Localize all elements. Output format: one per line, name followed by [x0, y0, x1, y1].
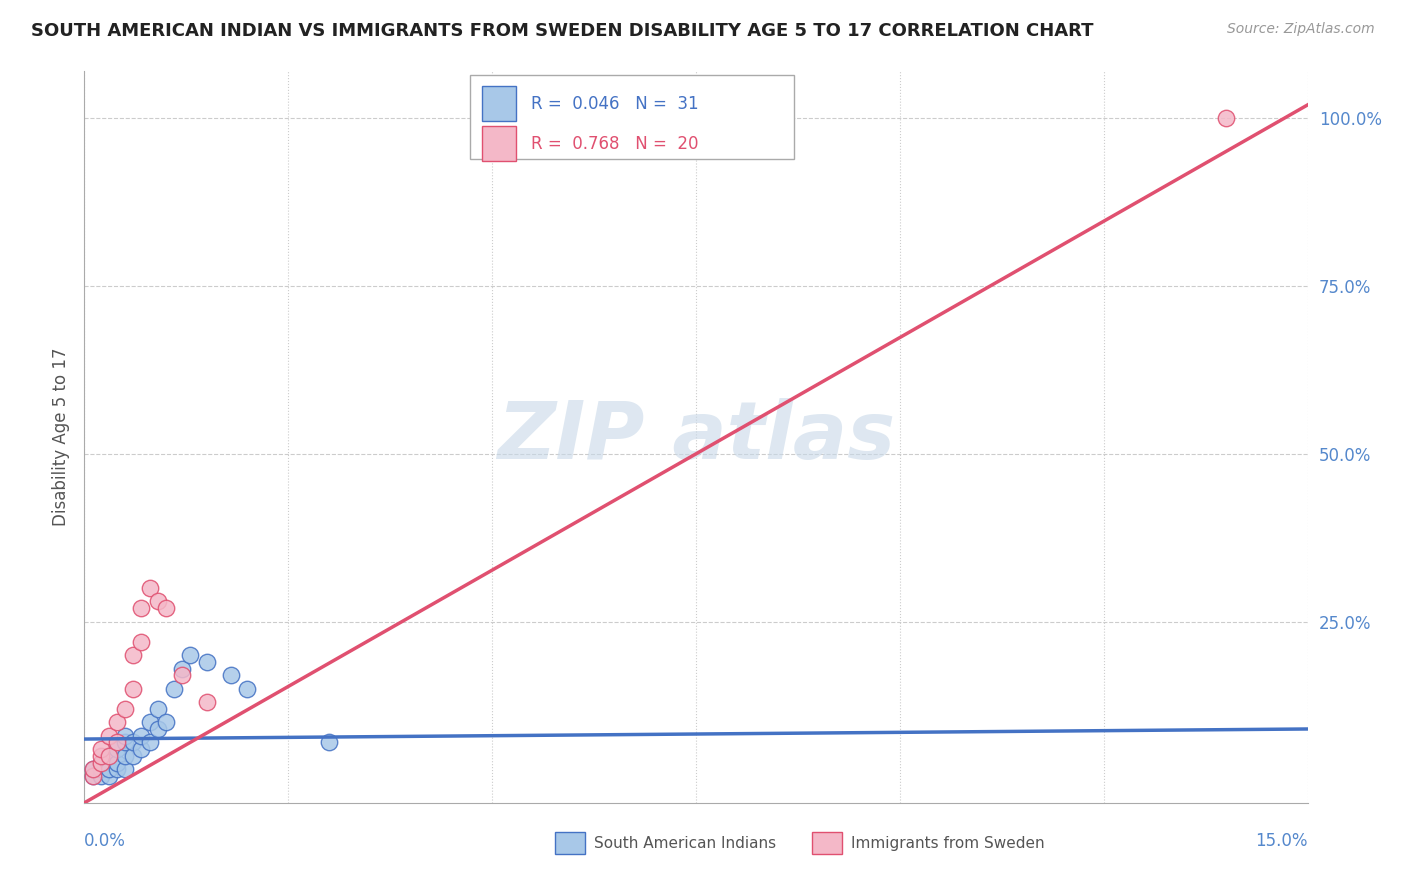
Text: South American Indians: South American Indians — [595, 836, 776, 851]
Point — [90, 748, 112, 763]
Text: Source: ZipAtlas.com: Source: ZipAtlas.com — [1227, 22, 1375, 37]
Point — [105, 715, 128, 730]
Point — [131, 601, 153, 615]
Point — [163, 681, 186, 696]
Point — [219, 668, 242, 682]
Point — [122, 748, 145, 763]
Point — [146, 594, 169, 608]
Point — [138, 581, 160, 595]
Point — [1215, 112, 1237, 126]
Point — [236, 681, 259, 696]
Text: R =  0.046   N =  31: R = 0.046 N = 31 — [531, 95, 699, 112]
Point — [131, 742, 153, 756]
Point — [195, 695, 218, 709]
Point — [105, 742, 128, 756]
Point — [97, 748, 120, 763]
Point — [138, 735, 160, 749]
Point — [114, 729, 136, 743]
Bar — [555, 832, 585, 854]
Point — [138, 715, 160, 730]
Point — [82, 762, 104, 776]
Bar — [482, 127, 516, 161]
Point — [172, 668, 194, 682]
Point — [82, 769, 104, 783]
Point — [97, 762, 120, 776]
Point — [90, 742, 112, 756]
Bar — [482, 86, 516, 121]
Text: Immigrants from Sweden: Immigrants from Sweden — [851, 836, 1045, 851]
Text: ZIP atlas: ZIP atlas — [496, 398, 896, 476]
Point — [122, 648, 145, 662]
FancyBboxPatch shape — [470, 75, 794, 159]
Point — [122, 735, 145, 749]
Point — [114, 735, 136, 749]
Point — [122, 681, 145, 696]
Point — [195, 655, 218, 669]
Point — [114, 762, 136, 776]
Point — [105, 762, 128, 776]
Point — [105, 756, 128, 770]
Point — [155, 601, 177, 615]
Point — [146, 722, 169, 736]
Bar — [813, 832, 842, 854]
Point — [172, 662, 194, 676]
Point — [114, 702, 136, 716]
Point — [82, 769, 104, 783]
Point — [179, 648, 201, 662]
Point — [82, 762, 104, 776]
Point — [97, 769, 120, 783]
Point — [97, 748, 120, 763]
Point — [90, 756, 112, 770]
Point — [97, 729, 120, 743]
Point — [318, 735, 340, 749]
Point — [90, 769, 112, 783]
Text: 15.0%: 15.0% — [1256, 832, 1308, 850]
Text: 0.0%: 0.0% — [84, 832, 127, 850]
Point — [155, 715, 177, 730]
Point — [131, 729, 153, 743]
Y-axis label: Disability Age 5 to 17: Disability Age 5 to 17 — [52, 348, 70, 526]
Point — [90, 756, 112, 770]
Text: SOUTH AMERICAN INDIAN VS IMMIGRANTS FROM SWEDEN DISABILITY AGE 5 TO 17 CORRELATI: SOUTH AMERICAN INDIAN VS IMMIGRANTS FROM… — [31, 22, 1094, 40]
Text: R =  0.768   N =  20: R = 0.768 N = 20 — [531, 135, 699, 153]
Point — [114, 748, 136, 763]
Point — [90, 762, 112, 776]
Point — [146, 702, 169, 716]
Point — [131, 634, 153, 648]
Point — [105, 735, 128, 749]
